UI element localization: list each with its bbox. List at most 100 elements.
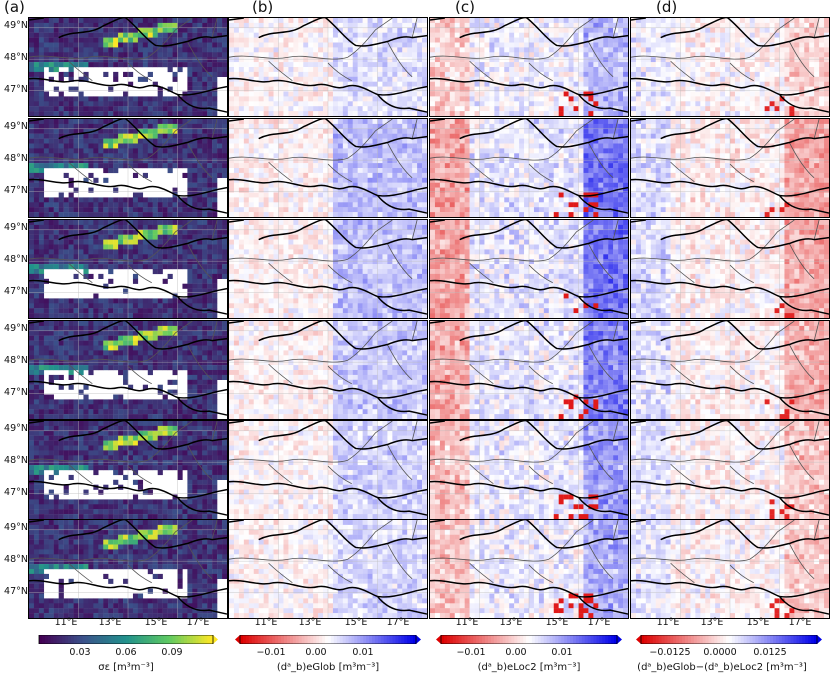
colorbar-c-tick-3: 0.01 xyxy=(551,647,573,658)
colorbar-b-label-text: (dᵃ_b)eGlob [m³m⁻³] xyxy=(276,662,380,673)
lon-label-d-4: 17°E xyxy=(788,617,812,628)
colorbar-d xyxy=(636,635,822,644)
map-panel-c-row-3 xyxy=(429,219,629,319)
map-panel-a-row-5 xyxy=(28,420,228,520)
map-panel-a-row-3 xyxy=(28,219,228,319)
colorbar-a-tick-3: 0.09 xyxy=(161,647,183,658)
lon-label-b-2: 13°E xyxy=(298,617,322,628)
map-field-b-1 xyxy=(229,18,427,116)
colorbar-a-tick-2: 0.06 xyxy=(115,647,137,658)
map-panel-b-row-6 xyxy=(228,519,428,619)
lon-label-a-1: 11°E xyxy=(54,617,78,628)
map-field-d-2 xyxy=(631,119,829,217)
map-field-c-4 xyxy=(430,321,628,419)
lon-label-b-3: 15°E xyxy=(344,617,368,628)
map-panel-d-row-1 xyxy=(630,17,830,117)
map-panel-b-row-2 xyxy=(228,118,428,218)
map-field-c-6 xyxy=(430,520,628,618)
lon-label-a-4: 17°E xyxy=(186,617,210,628)
lat-label-row-4-2: 48°N xyxy=(4,355,28,366)
map-panel-d-row-4 xyxy=(630,320,830,420)
map-panel-a-row-2 xyxy=(28,118,228,218)
colorbar-b-label: (dᵃ_b)eGlob [m³m⁻³] xyxy=(218,662,438,673)
lon-label-a-2: 13°E xyxy=(98,617,122,628)
colorbar-b-tick-1: −0.01 xyxy=(256,647,286,658)
lat-label-row-1-3: 47°N xyxy=(4,84,28,95)
lat-label-row-3-3: 47°N xyxy=(4,286,28,297)
map-field-d-6 xyxy=(631,520,829,618)
colorbar-b-tick-2: 0.00 xyxy=(305,647,327,658)
lon-label-d-1: 11°E xyxy=(656,617,680,628)
map-panel-d-row-2 xyxy=(630,118,830,218)
map-field-c-5 xyxy=(430,421,628,519)
lon-label-c-4: 17°E xyxy=(587,617,611,628)
map-panel-b-row-4 xyxy=(228,320,428,420)
lon-label-a-3: 15°E xyxy=(144,617,168,628)
colorbar-c-label: (dᵃ_b)eLoc2 [m³m⁻³] xyxy=(419,662,639,673)
map-panel-b-row-5 xyxy=(228,420,428,520)
column-label-a: (a) xyxy=(4,0,25,16)
lat-label-row-4-3: 47°N xyxy=(4,387,28,398)
map-panel-d-row-5 xyxy=(630,420,830,520)
map-field-a-4 xyxy=(29,321,227,419)
lat-label-row-6-3: 47°N xyxy=(4,586,28,597)
lat-label-row-6-2: 48°N xyxy=(4,554,28,565)
map-field-a-3 xyxy=(29,220,227,318)
colorbar-d-tick-1: −0.0125 xyxy=(649,647,691,658)
lat-label-row-2-2: 48°N xyxy=(4,153,28,164)
map-field-d-3 xyxy=(631,220,829,318)
lon-label-c-3: 15°E xyxy=(545,617,569,628)
map-field-a-1 xyxy=(29,18,227,116)
column-label-c: (c) xyxy=(455,0,475,16)
map-field-a-6 xyxy=(29,520,227,618)
lat-label-row-5-2: 48°N xyxy=(4,455,28,466)
map-panel-c-row-5 xyxy=(429,420,629,520)
lat-label-row-3-2: 48°N xyxy=(4,254,28,265)
map-field-b-5 xyxy=(229,421,427,519)
lat-label-row-2-3: 47°N xyxy=(4,185,28,196)
map-panel-c-row-1 xyxy=(429,17,629,117)
lat-label-row-5-1: 49°N xyxy=(4,423,28,434)
colorbar-c-tick-2: 0.00 xyxy=(505,647,527,658)
map-panel-b-row-1 xyxy=(228,17,428,117)
map-field-c-1 xyxy=(430,18,628,116)
map-field-d-4 xyxy=(631,321,829,419)
map-field-c-3 xyxy=(430,220,628,318)
lon-label-b-4: 17°E xyxy=(386,617,410,628)
map-field-c-2 xyxy=(430,119,628,217)
colorbar-a-tick-1: 0.03 xyxy=(69,647,91,658)
lat-label-row-4-1: 49°N xyxy=(4,323,28,334)
lon-label-d-3: 15°E xyxy=(746,617,770,628)
lat-label-row-2-1: 49°N xyxy=(4,121,28,132)
lat-label-row-3-1: 49°N xyxy=(4,222,28,233)
colorbar-d-label: (dᵃ_b)eGlob−(dᵃ_b)eLoc2 [m³m⁻³] xyxy=(612,662,831,673)
map-field-a-5 xyxy=(29,421,227,519)
colorbar-a-label: σε [m³m⁻³] xyxy=(16,662,236,673)
map-panel-c-row-4 xyxy=(429,320,629,420)
colorbar-b xyxy=(235,635,421,644)
map-panel-a-row-4 xyxy=(28,320,228,420)
lon-label-b-1: 11°E xyxy=(254,617,278,628)
map-panel-b-row-3 xyxy=(228,219,428,319)
column-label-b: (b) xyxy=(252,0,274,16)
colorbar-c xyxy=(436,635,622,644)
colorbar-a xyxy=(34,635,218,644)
colorbar-d-label-text: (dᵃ_b)eGlob−(dᵃ_b)eLoc2 [m³m⁻³] xyxy=(637,662,807,673)
colorbar-d-tick-2: 0.0000 xyxy=(703,647,737,658)
colorbar-a-label-text: σε [m³m⁻³] xyxy=(98,662,154,673)
map-field-a-2 xyxy=(29,119,227,217)
map-field-b-4 xyxy=(229,321,427,419)
colorbar-b-tick-3: 0.01 xyxy=(352,647,374,658)
colorbar-d-tick-3: 0.0125 xyxy=(753,647,787,658)
lat-label-row-1-2: 48°N xyxy=(4,52,28,63)
lon-label-c-2: 13°E xyxy=(499,617,523,628)
map-panel-d-row-6 xyxy=(630,519,830,619)
colorbar-c-label-text: (dᵃ_b)eLoc2 [m³m⁻³] xyxy=(477,662,581,673)
map-panel-a-row-6 xyxy=(28,519,228,619)
map-field-d-5 xyxy=(631,421,829,519)
lat-label-row-5-3: 47°N xyxy=(4,487,28,498)
map-field-b-2 xyxy=(229,119,427,217)
lat-label-row-6-1: 49°N xyxy=(4,522,28,533)
lon-label-d-2: 13°E xyxy=(700,617,724,628)
lat-label-row-1-1: 49°N xyxy=(4,20,28,31)
